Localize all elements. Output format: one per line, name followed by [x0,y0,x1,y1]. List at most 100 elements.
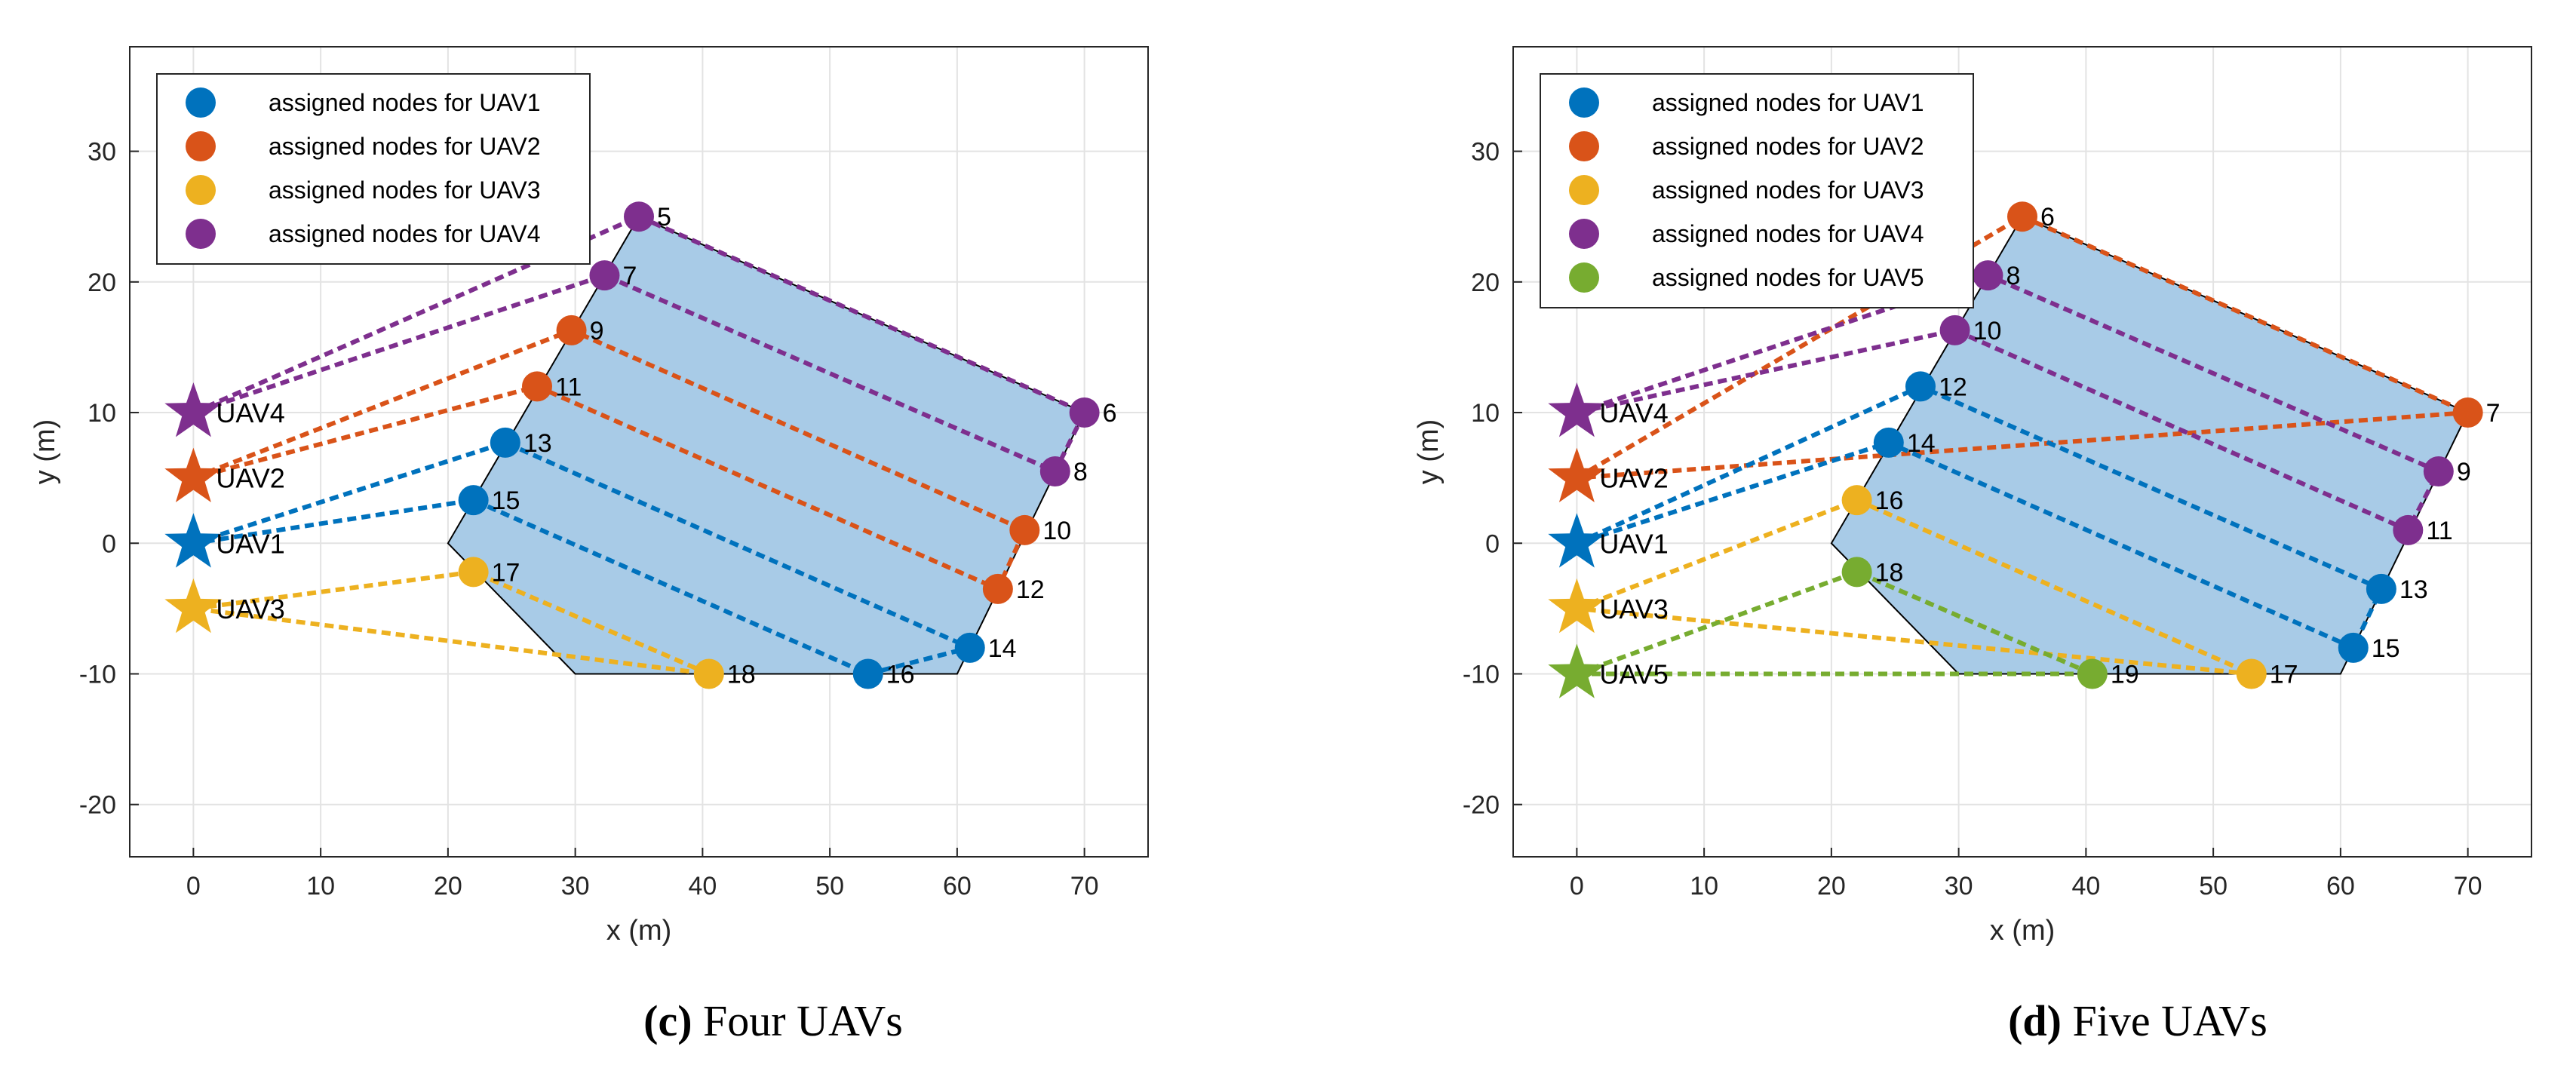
caption-d-letter: (d) [2008,996,2062,1045]
node-13 [490,427,520,458]
uav-marker-uav3 [1548,578,1606,634]
node-13 [2366,573,2396,604]
y-tick-label: 20 [88,268,116,297]
node-label-10: 10 [1973,317,2002,345]
node-14 [954,632,985,663]
y-tick-label: 20 [1471,268,1500,297]
uav-label-uav3: UAV3 [1599,594,1668,624]
node-7 [2452,397,2483,428]
node-label-5: 5 [657,203,671,232]
x-tick-label: 20 [1817,872,1846,901]
y-tick-label: -10 [1463,660,1500,689]
route-uav2 [192,327,1028,592]
node-label-16: 16 [886,660,915,689]
x-tick-label: 20 [434,872,462,901]
uav-label-uav3: UAV3 [216,594,284,624]
node-10 [1009,514,1040,545]
route-uav3 [1576,497,2253,677]
y-axis-label: y (m) [29,419,61,485]
legend-marker-uav2 [186,131,216,161]
node-label-8: 8 [2006,262,2020,290]
legend-marker-uav3 [186,175,216,205]
node-6 [1069,397,1100,428]
x-tick-label: 40 [2071,872,2100,901]
axes-frame [1512,46,2532,858]
legend-item-uav1: assigned nodes for UAV1 [1652,89,1924,116]
route-uav1 [1576,384,2384,651]
caption-d: (d) Five UAVs [1798,996,2477,1046]
caption-c-letter: (c) [643,996,692,1045]
x-axis-label: x (m) [1990,915,2056,947]
node-label-18: 18 [727,660,756,689]
route-uav1 [192,440,977,677]
node-label-14: 14 [1907,429,1936,458]
caption-d-text: Five UAVs [2062,996,2267,1045]
node-19 [2077,658,2108,689]
uav-marker-uav3 [164,578,223,634]
node-11 [2393,514,2424,545]
uav-marker-uav4 [1548,382,1606,437]
legend-box [156,73,591,265]
node-14 [1873,427,1904,458]
node-7 [589,260,620,291]
legend-marker-uav1 [186,87,216,118]
node-8 [1973,260,2003,291]
x-tick-label: 30 [1945,872,1973,901]
x-tick-label: 50 [2199,872,2228,901]
node-label-13: 13 [2399,575,2428,604]
uav-marker-uav2 [164,447,223,502]
node-label-12: 12 [1016,575,1045,604]
x-tick-label: 30 [561,872,590,901]
y-axis-label: y (m) [1413,419,1445,485]
x-tick-label: 60 [2326,872,2355,901]
node-label-16: 16 [1875,486,1904,515]
node-17 [458,557,489,588]
node-9 [2423,456,2454,486]
node-12 [1905,371,1936,402]
uav-marker-uav2 [1548,447,1606,502]
node-12 [982,573,1013,604]
node-label-6: 6 [1103,399,1117,428]
y-tick-label: 10 [88,399,116,428]
x-tick-label: 0 [186,872,201,901]
node-16 [1841,485,1872,516]
x-tick-label: 60 [943,872,972,901]
uav-label-uav5: UAV5 [1599,658,1668,689]
y-tick-label: 0 [102,529,116,558]
route-uav2 [1575,213,2469,480]
node-18 [693,658,724,689]
uav-label-uav2: UAV2 [216,463,284,494]
node-label-19: 19 [2111,660,2139,689]
uav-label-uav2: UAV2 [1599,463,1668,494]
x-tick-label: 70 [2454,872,2482,901]
x-axis-label: x (m) [606,915,672,947]
node-18 [1841,557,1872,588]
y-tick-label: 0 [1485,529,1500,558]
node-10 [1939,315,1970,345]
node-label-11: 11 [2426,517,2452,545]
y-tick-label: 10 [1471,399,1500,428]
route-uav5 [1576,569,2093,677]
chart-panel-d: 6 7 8 9 10 11 12 13 14 15 16 17 18 19 UAV1 UAV2 UAV3 UAV4… [1413,46,2532,947]
x-tick-label: 50 [815,872,844,901]
uav-marker-uav1 [164,513,223,568]
node-label-10: 10 [1042,517,1071,545]
x-tick-label: 10 [1690,872,1718,901]
uav-label-uav1: UAV1 [1599,528,1668,559]
node-17 [2236,658,2267,689]
legend-marker-uav2 [1569,131,1599,161]
legend-item-uav5: assigned nodes for UAV5 [1652,264,1924,291]
legend-item-uav4: assigned nodes for UAV4 [1652,220,1924,247]
node-11 [522,371,552,402]
y-tick-label: -20 [79,791,116,820]
y-tick-label: 30 [1471,138,1500,167]
legend-marker-uav5 [1569,262,1599,293]
node-label-15: 15 [492,486,520,515]
node-label-9: 9 [2457,458,2471,486]
legend-item-uav3: assigned nodes for UAV3 [1652,176,1924,204]
legend-marker-uav3 [1569,175,1599,205]
legend-item-uav2: assigned nodes for UAV2 [269,133,541,160]
axes-frame [129,46,1149,858]
x-tick-label: 0 [1570,872,1584,901]
